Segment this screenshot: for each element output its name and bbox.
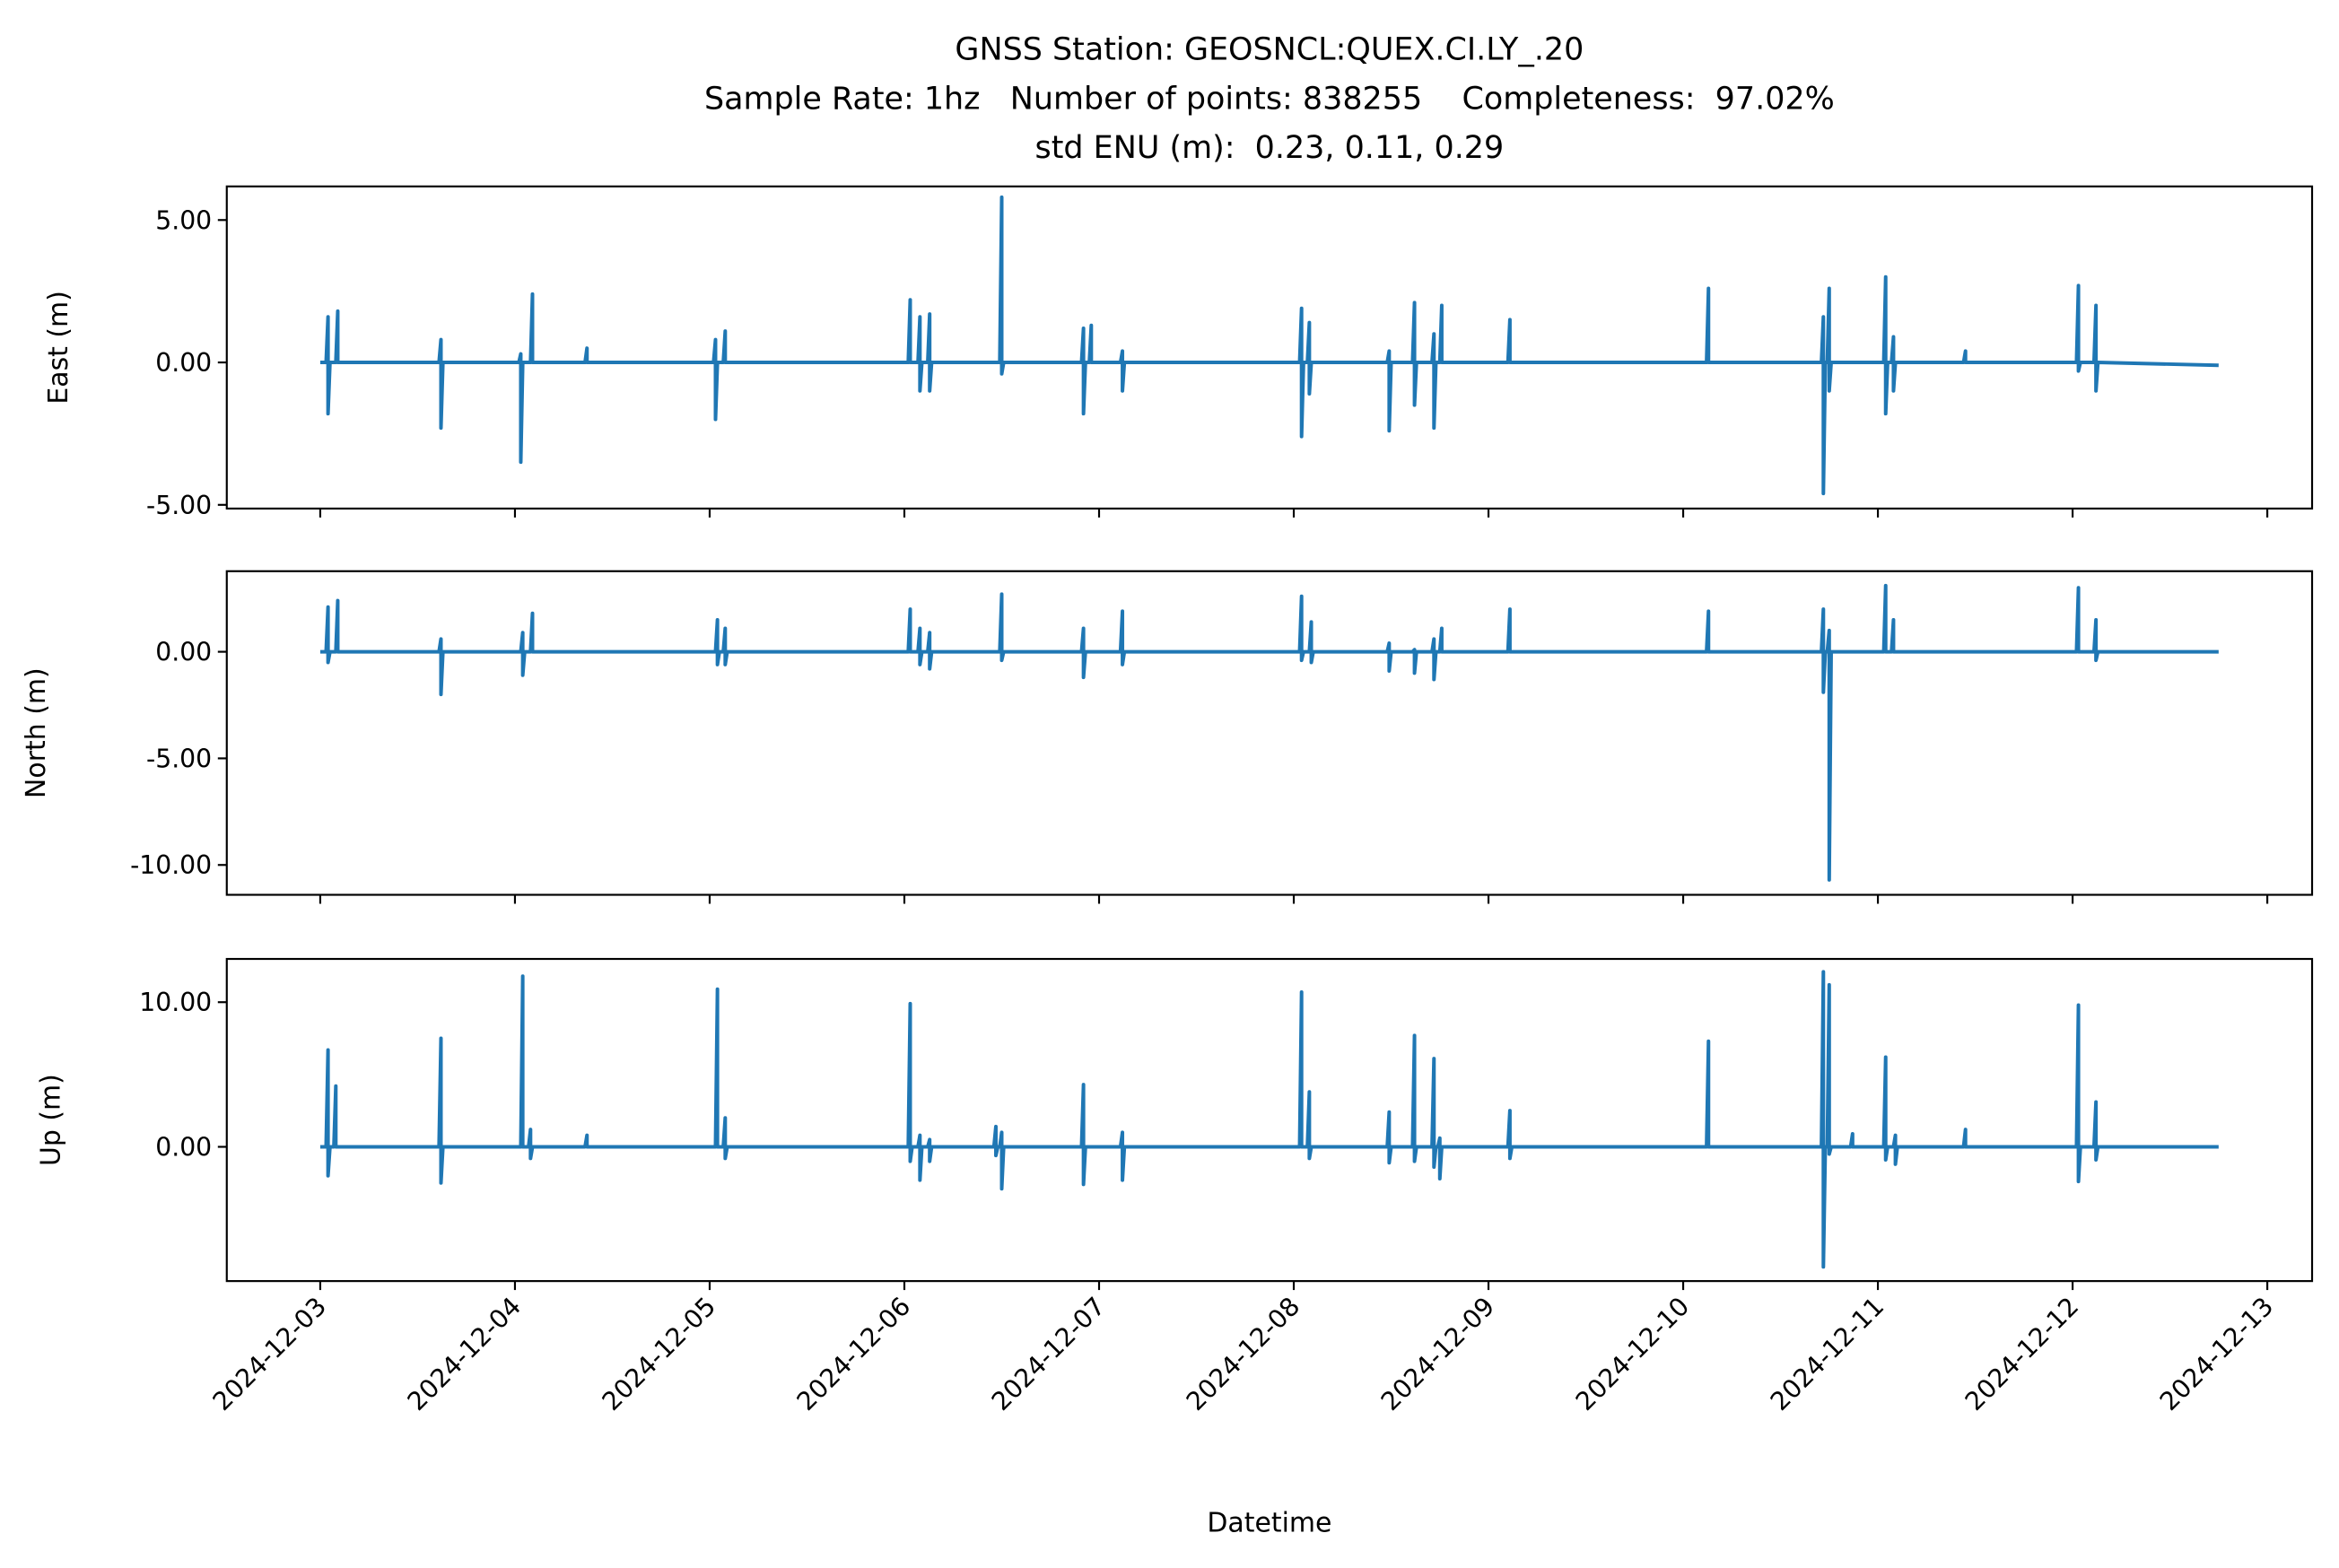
title-line: GNSS Station: GEOSNCL:QUEX.CI.LY_.20 <box>955 32 1584 68</box>
y-tick-label: -10.00 <box>130 850 212 880</box>
x-axis-label: Datetime <box>1207 1507 1331 1538</box>
data-line <box>319 970 2219 1269</box>
axes-frame <box>225 185 2314 510</box>
y-tick-label: 0.00 <box>155 1132 212 1162</box>
y-tick-label: 10.00 <box>139 988 212 1017</box>
title-line: std ENU (m): 0.23, 0.11, 0.29 <box>1035 130 1505 166</box>
y-tick-label: 0.00 <box>155 348 212 378</box>
y-tick-label: 0.00 <box>155 638 212 667</box>
y-axis-label: North (m) <box>21 667 52 798</box>
y-axis-label: Up (m) <box>36 1074 67 1166</box>
data-line <box>319 195 2219 496</box>
data-line <box>319 583 2219 882</box>
y-tick-label: -5.00 <box>146 491 212 520</box>
axes-frame <box>225 957 2314 1283</box>
y-axis-label: East (m) <box>43 291 74 405</box>
title-line: Sample Rate: 1hz Number of points: 83825… <box>704 81 1835 117</box>
axes-frame <box>225 570 2314 896</box>
y-tick-label: -5.00 <box>146 744 212 773</box>
y-tick-label: 5.00 <box>155 205 212 235</box>
